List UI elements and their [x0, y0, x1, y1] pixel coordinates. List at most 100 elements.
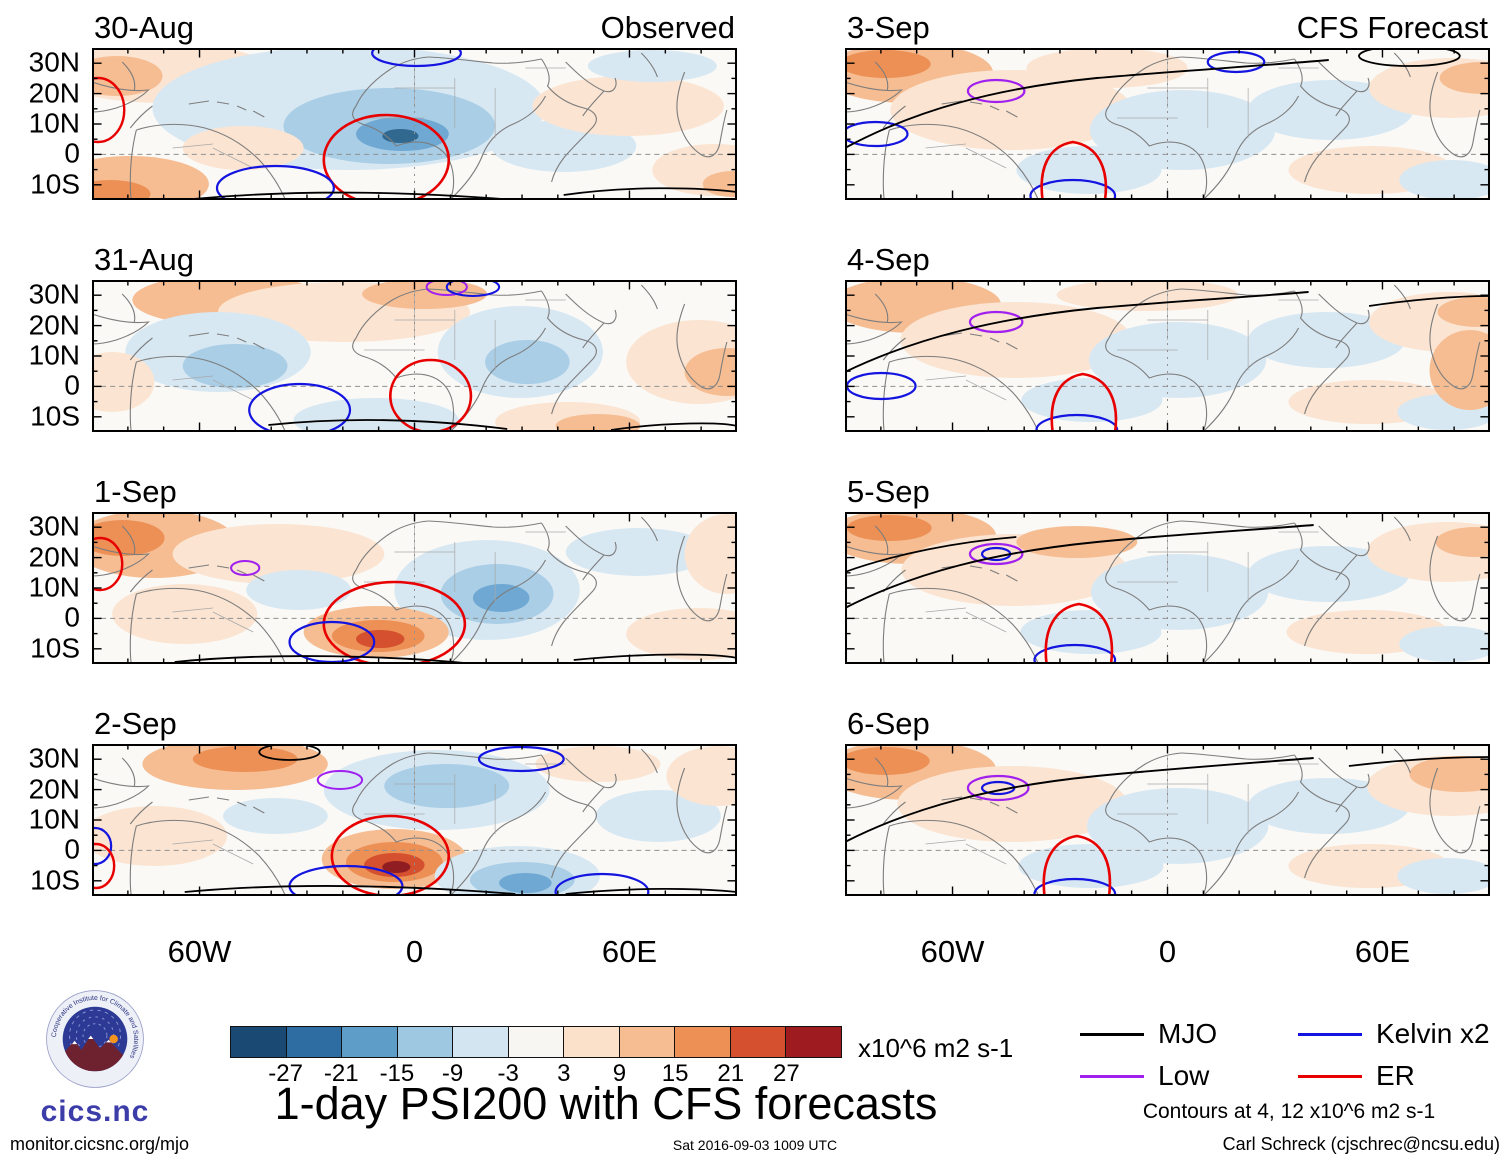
colorbar-tick-label: -9 — [441, 1060, 464, 1087]
map-30-aug — [92, 48, 737, 200]
forecast-column: 3-Sep CFS Forecast 4-Sep 5-Sep 6-Sep — [845, 4, 1490, 974]
legend-item-low: Low — [1080, 1060, 1298, 1092]
x-axis-labels-observed: 60W 0 60E — [92, 932, 737, 974]
column-header-forecast: CFS Forecast — [1296, 10, 1488, 45]
map-31-aug — [92, 280, 737, 432]
panel-date: 3-Sep — [847, 10, 930, 45]
sun-icon — [109, 1034, 118, 1044]
colorbar — [230, 1026, 842, 1058]
colorbar-segment — [674, 1027, 730, 1057]
map-5-sep — [845, 512, 1490, 664]
y-axis-tick-label: 0 — [64, 369, 80, 401]
legend-label: ER — [1376, 1060, 1415, 1091]
colorbar-segment — [231, 1027, 286, 1057]
panel-3-sep: 3-Sep CFS Forecast — [845, 4, 1490, 200]
y-axis-tick-label: 10N — [28, 107, 80, 139]
panel-5-sep: 5-Sep — [845, 468, 1490, 664]
colorbar-segment — [452, 1027, 508, 1057]
footer-credit: Carl Schreck (cjschrec@ncsu.edu) — [1222, 1134, 1500, 1154]
colorbar-segment — [618, 1027, 675, 1057]
colorbar-segment — [341, 1027, 397, 1057]
colorbar-segment — [285, 1027, 342, 1057]
legend-item-kelvin: Kelvin x2 — [1298, 1018, 1498, 1050]
panel-date: 1-Sep — [94, 474, 177, 509]
footer-timestamp: Sat 2016-09-03 1009 UTC — [672, 1137, 838, 1153]
y-axis-tick-label: 10N — [28, 803, 80, 835]
y-axis-tick-label: 10S — [30, 864, 80, 896]
map-1-sep — [92, 512, 737, 664]
y-axis-tick-label: 10S — [30, 400, 80, 432]
y-axis-tick-label: 10N — [28, 339, 80, 371]
y-axis-tick-label: 20N — [28, 76, 80, 108]
y-axis-tick-label: 0 — [64, 833, 80, 865]
plot-title: 1-day PSI200 with CFS forecasts — [274, 1078, 938, 1129]
legend-item-mjo: MJO — [1080, 1018, 1298, 1050]
colorbar-tick-label: 21 — [717, 1060, 745, 1087]
footer-url: monitor.cicsnc.org/mjo — [10, 1134, 190, 1154]
colorbar-tick-label: 15 — [661, 1060, 689, 1087]
colorbar-labels: -27 -21 -15 -9 -3 3 9 15 21 27 — [230, 1060, 842, 1088]
low-line-swatch — [1080, 1074, 1144, 1078]
map-4-sep — [845, 280, 1490, 432]
observed-column: 30-Aug Observed 30N 20N 10N 0 10S 31-Aug 30N… — [12, 4, 737, 974]
legend-label: Kelvin x2 — [1376, 1018, 1490, 1049]
y-axis-labels: 30N 20N 10N 0 10S — [12, 510, 92, 664]
y-axis-tick-label: 10N — [28, 571, 80, 603]
colorbar-tick-label: -15 — [379, 1060, 415, 1087]
y-axis-labels: 30N 20N 10N 0 10S — [12, 742, 92, 896]
panel-date: 5-Sep — [847, 474, 930, 509]
panel-6-sep: 6-Sep — [845, 700, 1490, 896]
panel-date: 6-Sep — [847, 706, 930, 741]
colorbar-segment — [785, 1027, 842, 1057]
map-grid: 30-Aug Observed 30N 20N 10N 0 10S 31-Aug 30N… — [12, 4, 1490, 974]
y-axis-tick-label: 0 — [64, 137, 80, 169]
cics-logo-block: Cooperative Institute for Climate and Sa… — [14, 988, 176, 1129]
x-axis-tick-label: 0 — [405, 934, 424, 969]
kelvin-line-swatch — [1298, 1032, 1362, 1036]
colorbar-tick-label: -3 — [497, 1060, 519, 1087]
colorbar-block: -27 -21 -15 -9 -3 3 9 15 21 27 — [230, 1026, 842, 1088]
mountains-icon — [62, 1035, 128, 1072]
colorbar-segment — [396, 1027, 453, 1057]
panel-31-aug: 31-Aug 30N 20N 10N 0 10S — [12, 236, 737, 432]
y-axis-tick-label: 0 — [64, 601, 80, 633]
colorbar-segment — [563, 1027, 619, 1057]
y-axis-tick-label: 20N — [28, 772, 80, 804]
y-axis-tick-label: 30N — [28, 510, 80, 542]
legend-note: Contours at 4, 12 x10^6 m2 s-1 — [1142, 1100, 1436, 1123]
x-axis-tick-label: 0 — [1158, 934, 1177, 969]
panel-date: 30-Aug — [94, 10, 194, 45]
column-header-observed: Observed — [600, 10, 735, 45]
colorbar-tick-label: 27 — [773, 1060, 800, 1087]
y-axis-tick-label: 10S — [30, 632, 80, 664]
colorbar-tick-label: 9 — [612, 1060, 627, 1087]
cics-logo-text: cics.nc — [40, 1095, 150, 1128]
mjo-line-swatch — [1080, 1032, 1144, 1036]
colorbar-tick-label: 3 — [557, 1060, 571, 1087]
panel-date: 31-Aug — [94, 242, 194, 277]
y-axis-tick-label: 20N — [28, 308, 80, 340]
y-axis-labels: 30N 20N 10N 0 10S — [12, 47, 92, 200]
x-axis-tick-label: 60E — [601, 934, 658, 969]
panel-date: 4-Sep — [847, 242, 930, 277]
er-line-swatch — [1298, 1074, 1362, 1078]
map-6-sep — [845, 744, 1490, 896]
x-axis-labels-forecast: 60W 0 60E — [845, 932, 1490, 974]
x-axis-tick-label: 60E — [1354, 934, 1411, 969]
colorbar-segment — [507, 1027, 564, 1057]
panel-30-aug: 30-Aug Observed 30N 20N 10N 0 10S — [12, 4, 737, 200]
legend-item-er: ER — [1298, 1060, 1498, 1092]
cics-logo: Cooperative Institute for Climate and Sa… — [46, 990, 144, 1088]
y-axis-tick-label: 30N — [28, 742, 80, 774]
colorbar-tick-label: -27 — [268, 1060, 303, 1087]
legend-label: Low — [1158, 1060, 1210, 1091]
y-axis-tick-label: 10S — [30, 168, 80, 200]
panel-date: 2-Sep — [94, 706, 177, 741]
panel-2-sep: 2-Sep 30N 20N 10N 0 10S — [12, 700, 737, 896]
y-axis-labels: 30N 20N 10N 0 10S — [12, 278, 92, 432]
y-axis-tick-label: 30N — [28, 278, 80, 310]
x-axis-tick-label: 60W — [167, 934, 232, 969]
map-2-sep — [92, 744, 737, 896]
colorbar-tick-label: -21 — [323, 1060, 359, 1087]
